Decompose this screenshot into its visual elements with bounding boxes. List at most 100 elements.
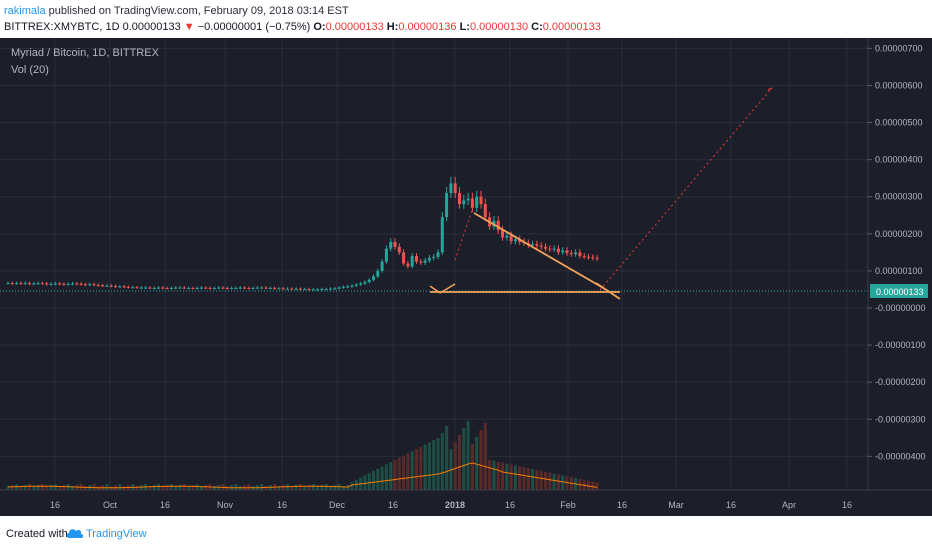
candle: [144, 287, 148, 289]
author-link[interactable]: rakimala: [4, 5, 46, 17]
candle: [178, 287, 182, 289]
volume-bar: [466, 421, 470, 490]
candle: [122, 286, 126, 288]
created-with-text: Created with: [6, 528, 68, 540]
candle: [363, 282, 367, 284]
volume-bar: [380, 466, 384, 490]
volume-bar: [71, 486, 74, 490]
time-axis-label: 16: [617, 500, 627, 510]
candle: [109, 285, 113, 287]
volume-bar: [6, 486, 10, 490]
volume-bar: [419, 446, 423, 490]
price-chart[interactable]: 0.000008000.000007000.000006000.00000500…: [0, 6, 932, 516]
price-axis-label: -0.00000200: [875, 377, 926, 387]
volume-bar: [62, 485, 66, 490]
candle: [208, 287, 212, 289]
candle: [268, 287, 272, 289]
volume-bar: [161, 486, 165, 490]
volume-bar: [316, 486, 320, 490]
high-value: 0.00000136: [398, 21, 457, 33]
volume-bar: [19, 486, 23, 490]
candle: [204, 287, 208, 289]
candle: [221, 287, 225, 289]
candle: [483, 204, 487, 218]
candle: [432, 256, 436, 258]
volume-bar: [329, 486, 332, 490]
candle: [161, 287, 165, 289]
candle: [591, 257, 595, 259]
time-axis-label: 16: [160, 500, 170, 510]
volume-bar: [191, 485, 195, 490]
tradingview-link[interactable]: TradingView: [86, 528, 147, 540]
volume-bar: [376, 468, 380, 490]
volume-bar: [393, 460, 397, 490]
close-label: C:: [531, 21, 543, 33]
price-axis-label: 0.00000700: [875, 43, 923, 53]
open-value: 0.00000133: [325, 21, 384, 33]
volume-bar: [415, 449, 418, 490]
candle: [157, 287, 160, 289]
volume-bar: [204, 485, 208, 490]
last-price-tag: [870, 284, 928, 298]
volume-bar: [58, 486, 62, 490]
volume-bar: [492, 460, 496, 490]
low-value: 0.00000130: [469, 21, 529, 33]
volume-label: Vol (20): [11, 64, 49, 76]
candle: [200, 287, 203, 289]
volume-bar: [298, 484, 302, 490]
volume-bar: [501, 462, 504, 490]
candle: [535, 244, 539, 246]
candle: [131, 287, 135, 289]
candle: [15, 283, 19, 285]
volume-bar: [561, 475, 565, 490]
volume-bar: [264, 486, 268, 490]
projection-dotted-line-1: [454, 204, 475, 261]
volume-bar: [539, 470, 543, 490]
candle: [212, 287, 216, 289]
candle: [419, 261, 423, 263]
candle: [509, 235, 513, 242]
chart-pane[interactable]: 0.000008000.000007000.000006000.00000500…: [0, 6, 932, 516]
volume-bar: [389, 462, 393, 490]
candle: [453, 183, 457, 194]
price-axis-label: 0.00000600: [875, 80, 923, 90]
candle: [574, 252, 578, 255]
candle: [148, 287, 152, 289]
volume-bar: [363, 475, 367, 490]
candle: [423, 260, 427, 263]
volume-bar: [402, 455, 406, 490]
candle: [445, 193, 449, 218]
candle: [286, 288, 289, 290]
candle: [36, 283, 40, 285]
candle: [556, 248, 560, 253]
candle: [350, 285, 354, 287]
candle: [255, 287, 259, 289]
candle: [354, 284, 358, 286]
candle: [19, 283, 23, 285]
candle: [281, 288, 285, 290]
candle: [320, 289, 324, 291]
volume-bar: [333, 485, 337, 490]
candle: [152, 287, 156, 289]
price-axis-label: 0.00000500: [875, 118, 923, 128]
volume-bar: [587, 480, 590, 490]
volume-bar: [311, 484, 315, 490]
change-value: −0.00000001 (−0.75%): [197, 21, 311, 33]
candle: [58, 283, 62, 285]
chart-header: rakimala published on TradingView.com, F…: [0, 0, 932, 38]
candle: [470, 198, 474, 208]
volume-bar: [440, 433, 444, 490]
candle: [376, 270, 380, 277]
volume-bar: [53, 484, 57, 490]
volume-bar: [535, 469, 539, 490]
candle: [415, 256, 418, 262]
candle: [294, 288, 298, 290]
candle: [505, 235, 509, 238]
time-axis-label: Nov: [217, 500, 234, 510]
candle: [341, 286, 345, 288]
candle: [174, 287, 178, 289]
candle: [449, 183, 453, 194]
volume-bar: [475, 437, 479, 490]
volume-bar: [518, 466, 522, 490]
candle: [410, 256, 414, 267]
